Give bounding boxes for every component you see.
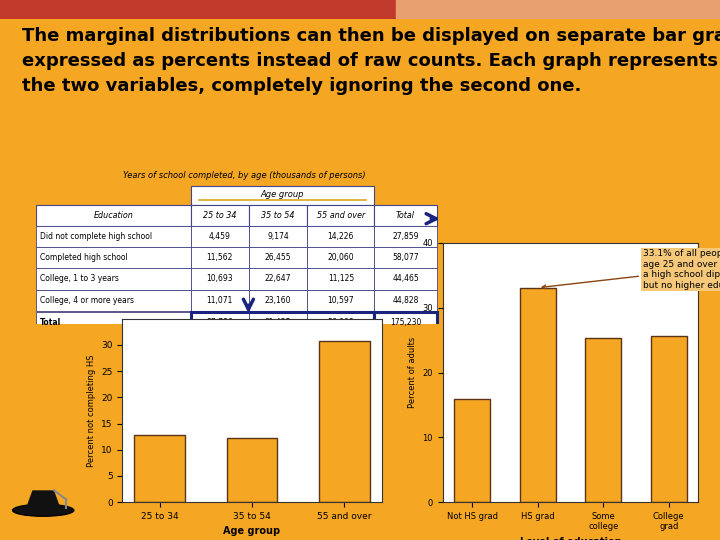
Bar <box>585 338 621 502</box>
Text: 11,562: 11,562 <box>207 253 233 262</box>
Bar <box>36 289 191 310</box>
Text: Total: Total <box>396 211 415 220</box>
Bar <box>249 312 307 333</box>
Text: Education: Education <box>94 211 133 220</box>
Bar <box>191 312 374 333</box>
Bar <box>249 268 307 289</box>
Bar <box>374 289 437 310</box>
Bar <box>36 205 191 226</box>
Text: 23,160: 23,160 <box>265 295 292 305</box>
Bar <box>307 289 374 310</box>
Bar <box>319 341 370 502</box>
Text: College, 1 to 3 years: College, 1 to 3 years <box>40 274 119 284</box>
Bar <box>374 205 437 226</box>
X-axis label: Age group: Age group <box>223 526 281 536</box>
Bar <box>227 438 277 502</box>
Y-axis label: Percent of adults: Percent of adults <box>408 337 417 408</box>
Bar <box>520 288 556 502</box>
Bar <box>36 247 191 268</box>
Bar <box>36 226 191 247</box>
Bar <box>307 226 374 247</box>
Bar <box>191 205 249 226</box>
Text: Age group: Age group <box>261 190 304 199</box>
Bar <box>0 0 396 19</box>
Text: 11,071: 11,071 <box>207 295 233 305</box>
Text: Did not complete high school: Did not complete high school <box>40 232 153 241</box>
Bar <box>249 289 307 310</box>
Text: 25 to 34: 25 to 34 <box>203 211 236 220</box>
Text: Completed high school: Completed high school <box>40 253 128 262</box>
Text: 44,465: 44,465 <box>392 274 419 284</box>
Y-axis label: Percent not completing HS: Percent not completing HS <box>86 354 96 467</box>
Text: 55 and over: 55 and over <box>317 211 365 220</box>
Bar <box>374 312 437 333</box>
Bar <box>307 312 374 333</box>
Text: 35 to 54: 35 to 54 <box>261 211 295 220</box>
Text: Total: Total <box>40 318 61 327</box>
Bar <box>191 289 249 310</box>
Bar <box>374 312 437 333</box>
Text: 175,230: 175,230 <box>390 318 421 327</box>
Text: 26,455: 26,455 <box>265 253 292 262</box>
Text: 10,597: 10,597 <box>328 295 354 305</box>
Polygon shape <box>25 490 61 510</box>
Text: 10,693: 10,693 <box>207 274 233 284</box>
Text: College, 4 or more years: College, 4 or more years <box>40 295 134 305</box>
Text: 33.1% of all people
age 25 and over have
a high school diploma
but no higher edu: 33.1% of all people age 25 and over have… <box>542 249 720 289</box>
Bar <box>134 435 185 502</box>
Bar <box>191 226 249 247</box>
Text: 14,226: 14,226 <box>328 232 354 241</box>
X-axis label: Level of education: Level of education <box>520 537 621 540</box>
Bar <box>191 268 249 289</box>
Ellipse shape <box>13 504 73 516</box>
Bar <box>307 205 374 226</box>
Text: 27,859: 27,859 <box>392 232 419 241</box>
Bar <box>307 247 374 268</box>
Bar <box>396 0 720 19</box>
Text: 81,435: 81,435 <box>265 318 292 327</box>
Bar <box>191 312 249 333</box>
Text: 37,786: 37,786 <box>207 318 233 327</box>
Bar <box>191 186 374 205</box>
Bar <box>191 247 249 268</box>
Bar <box>374 268 437 289</box>
Bar <box>36 312 191 333</box>
Bar <box>249 247 307 268</box>
Bar <box>374 226 437 247</box>
Text: 22,647: 22,647 <box>265 274 292 284</box>
Text: 9,174: 9,174 <box>267 232 289 241</box>
Bar <box>249 226 307 247</box>
Bar <box>249 205 307 226</box>
Bar <box>307 268 374 289</box>
Text: 11,125: 11,125 <box>328 274 354 284</box>
Text: 4,459: 4,459 <box>209 232 230 241</box>
Text: Years of school completed, by age (thousands of persons): Years of school completed, by age (thous… <box>124 171 366 179</box>
Bar <box>651 336 687 502</box>
Text: The marginal distributions can then be displayed on separate bar graphs, typical: The marginal distributions can then be d… <box>22 27 720 95</box>
Text: 44,828: 44,828 <box>392 295 419 305</box>
Text: 56,008: 56,008 <box>328 318 354 327</box>
Text: 58,077: 58,077 <box>392 253 419 262</box>
Bar <box>36 268 191 289</box>
Text: 20,060: 20,060 <box>328 253 354 262</box>
Bar <box>454 399 490 502</box>
Bar <box>374 247 437 268</box>
